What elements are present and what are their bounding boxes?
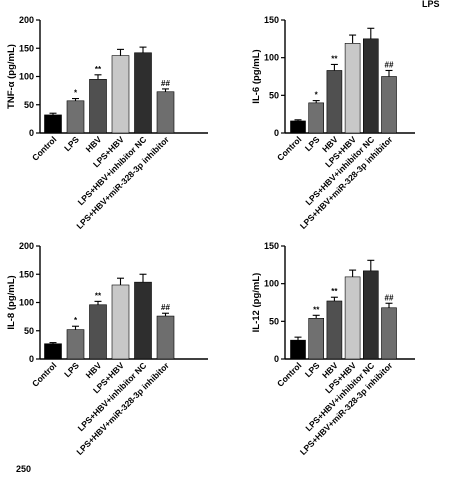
x-tick-label: Control (30, 360, 58, 388)
significance-label: ## (385, 60, 394, 69)
bar (156, 315, 175, 360)
x-tick-label: LPS (303, 134, 322, 153)
y-axis-label: TNF-α (pg/mL) (6, 44, 17, 109)
y-tick-label: 50 (269, 316, 279, 326)
y-tick-label: 150 (264, 241, 279, 251)
y-tick-label: 0 (274, 128, 279, 138)
fragment-top-right-label: LPS (422, 0, 440, 9)
significance-label: ** (95, 65, 102, 74)
y-axis-label: IL-12 (pg/mL) (251, 273, 262, 333)
y-tick-label: 100 (19, 298, 34, 308)
x-tick-label: HBV (84, 134, 104, 154)
bar (44, 114, 62, 134)
bar (89, 79, 107, 134)
y-axis-label: IL-6 (pg/mL) (251, 49, 262, 103)
bar (362, 38, 379, 134)
y-tick-label: 100 (264, 53, 279, 63)
significance-label: ** (313, 305, 320, 314)
significance-label: ** (95, 291, 102, 300)
x-tick-label: LPS (62, 360, 81, 379)
bar (134, 52, 152, 134)
y-tick-label: 0 (29, 128, 34, 138)
y-tick-label: 150 (19, 269, 34, 279)
bar (308, 318, 325, 360)
significance-label: * (74, 89, 78, 98)
x-tick-label: LPS (62, 134, 81, 153)
bar (89, 304, 107, 360)
y-tick-label: 0 (29, 354, 34, 364)
bar (290, 120, 306, 134)
bar (66, 100, 85, 134)
y-tick-label: 200 (19, 15, 34, 25)
y-tick-label: 100 (19, 72, 34, 82)
bar (344, 276, 361, 360)
bar (111, 284, 130, 360)
chart-panel-1: 0 50 100 150 200 TNF-α (pg/mL) Control * LPS ** HB… (6, 15, 208, 231)
bar (308, 102, 325, 134)
y-tick-label: 200 (19, 241, 34, 251)
y-tick-label: 50 (24, 326, 34, 336)
bar (362, 270, 379, 360)
significance-label: * (315, 91, 319, 100)
significance-label: ** (331, 287, 338, 296)
bar (111, 55, 130, 134)
bar (326, 300, 343, 360)
bar (344, 43, 361, 134)
x-tick-label: Control (275, 360, 303, 388)
y-tick-label: 150 (19, 43, 34, 53)
bar (134, 281, 152, 360)
significance-label: ## (385, 293, 394, 302)
chart-panel-3: 0 50 100 150 200 IL-8 (pg/mL) Control * LPS ** HBV… (6, 241, 208, 457)
bar (44, 343, 62, 360)
y-tick-label: 0 (274, 354, 279, 364)
x-tick-label: Control (275, 134, 303, 162)
bar (326, 70, 343, 134)
bar (66, 329, 85, 360)
fragment-bottom-left-label: 250 (16, 464, 31, 474)
significance-label: ** (331, 54, 338, 63)
significance-label: ## (161, 303, 170, 312)
y-tick-label: 50 (24, 100, 34, 110)
bar (290, 339, 306, 360)
y-tick-label: 100 (264, 279, 279, 289)
bar (156, 91, 175, 134)
bar (381, 76, 397, 134)
x-tick-label: HBV (84, 360, 104, 380)
y-tick-label: 50 (269, 90, 279, 100)
y-tick-label: 150 (264, 15, 279, 25)
bar (381, 307, 397, 360)
x-tick-label: Control (30, 134, 58, 162)
x-tick-label: LPS (303, 360, 322, 379)
significance-label: ## (161, 79, 170, 88)
y-axis-label: IL-8 (pg/mL) (6, 275, 17, 329)
significance-label: * (74, 316, 78, 325)
